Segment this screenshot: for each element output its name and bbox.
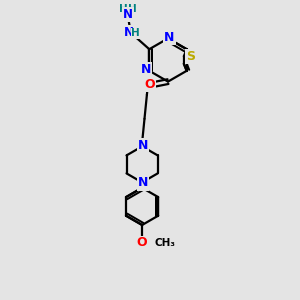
Text: N: N (123, 8, 133, 21)
Text: N: N (164, 31, 175, 44)
Text: N: N (138, 176, 148, 190)
Text: S: S (186, 50, 195, 63)
Text: N: N (138, 139, 148, 152)
Text: N: N (140, 63, 151, 76)
Text: O: O (144, 78, 155, 91)
Text: H: H (131, 28, 140, 38)
Text: H: H (119, 4, 128, 14)
Text: CH₃: CH₃ (154, 238, 175, 248)
Text: N: N (124, 26, 134, 39)
Text: H: H (128, 4, 136, 14)
Text: O: O (137, 236, 147, 250)
